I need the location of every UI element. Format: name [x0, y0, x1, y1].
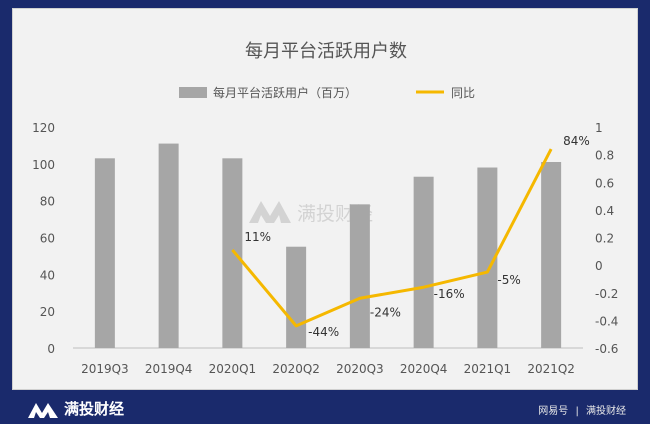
yoy-data-label: -16%	[434, 287, 465, 301]
y-right-tick-label: 1	[595, 121, 603, 135]
chart-panel: 每月平台活跃用户数 每月平台活跃用户（百万） 同比 满投财经 0 20 40 60 80 100 1…	[12, 8, 638, 390]
y-right-tick-label: 0.4	[595, 204, 614, 218]
chart-title: 每月平台活跃用户数	[245, 41, 407, 62]
footer-credit: 网易号 | 满投财经	[536, 402, 628, 417]
yoy-line	[231, 148, 553, 328]
legend-bar-swatch	[179, 87, 207, 98]
legend-line-label: 同比	[451, 86, 475, 100]
yoy-data-label: -44%	[308, 325, 339, 339]
y-right-tick-label: 0.8	[595, 149, 614, 163]
yoy-data-label: 84%	[563, 134, 590, 148]
footer-brand: 满投财经	[64, 400, 125, 418]
mountain-logo-icon	[28, 402, 58, 418]
y-left-tick-label: 20	[40, 305, 55, 319]
x-tick-label: 2021Q1	[464, 362, 512, 376]
y-left-tick-label: 80	[40, 195, 55, 209]
yoy-data-label: -5%	[497, 273, 520, 287]
x-tick-label: 2019Q3	[81, 362, 129, 376]
bar	[94, 158, 115, 348]
x-tick-label: 2021Q2	[527, 362, 575, 376]
bar	[158, 143, 179, 348]
x-tick-label: 2020Q1	[209, 362, 257, 376]
bar	[349, 204, 370, 348]
credit-source: 网易号	[538, 406, 569, 417]
bar	[541, 161, 562, 348]
x-tick-label: 2019Q4	[145, 362, 193, 376]
credit-name: 满投财经	[586, 406, 626, 417]
y-right-tick-label: -0.4	[595, 314, 618, 328]
footer-logo: 满投财经	[28, 398, 124, 419]
bar	[222, 158, 243, 348]
y-right-tick-label: -0.2	[595, 287, 618, 301]
y-right-tick-label: 0.2	[595, 232, 614, 246]
credit-separator: |	[575, 406, 579, 417]
y-right-tick-label: -0.6	[595, 342, 618, 356]
bar	[477, 167, 498, 348]
y-left-tick-label: 120	[32, 121, 55, 135]
y-right-tick-label: 0	[595, 259, 603, 273]
bar	[413, 176, 434, 348]
x-tick-label: 2020Q3	[336, 362, 384, 376]
bar	[286, 246, 307, 348]
yoy-data-label: -24%	[370, 305, 401, 319]
y-left-tick-label: 60	[40, 232, 55, 246]
watermark-logo-icon	[249, 201, 291, 223]
y-right-tick-label: 0.6	[595, 176, 614, 190]
x-tick-label: 2020Q4	[400, 362, 448, 376]
y-left-tick-label: 40	[40, 268, 55, 282]
y-left-tick-label: 0	[47, 342, 55, 356]
yoy-data-label: 11%	[244, 230, 271, 244]
y-left-tick-label: 100	[32, 158, 55, 172]
legend-bar-label: 每月平台活跃用户（百万）	[213, 85, 357, 100]
footer-bar: 满投财经 网易号 | 满投财经	[0, 392, 650, 424]
x-tick-label: 2020Q2	[272, 362, 320, 376]
